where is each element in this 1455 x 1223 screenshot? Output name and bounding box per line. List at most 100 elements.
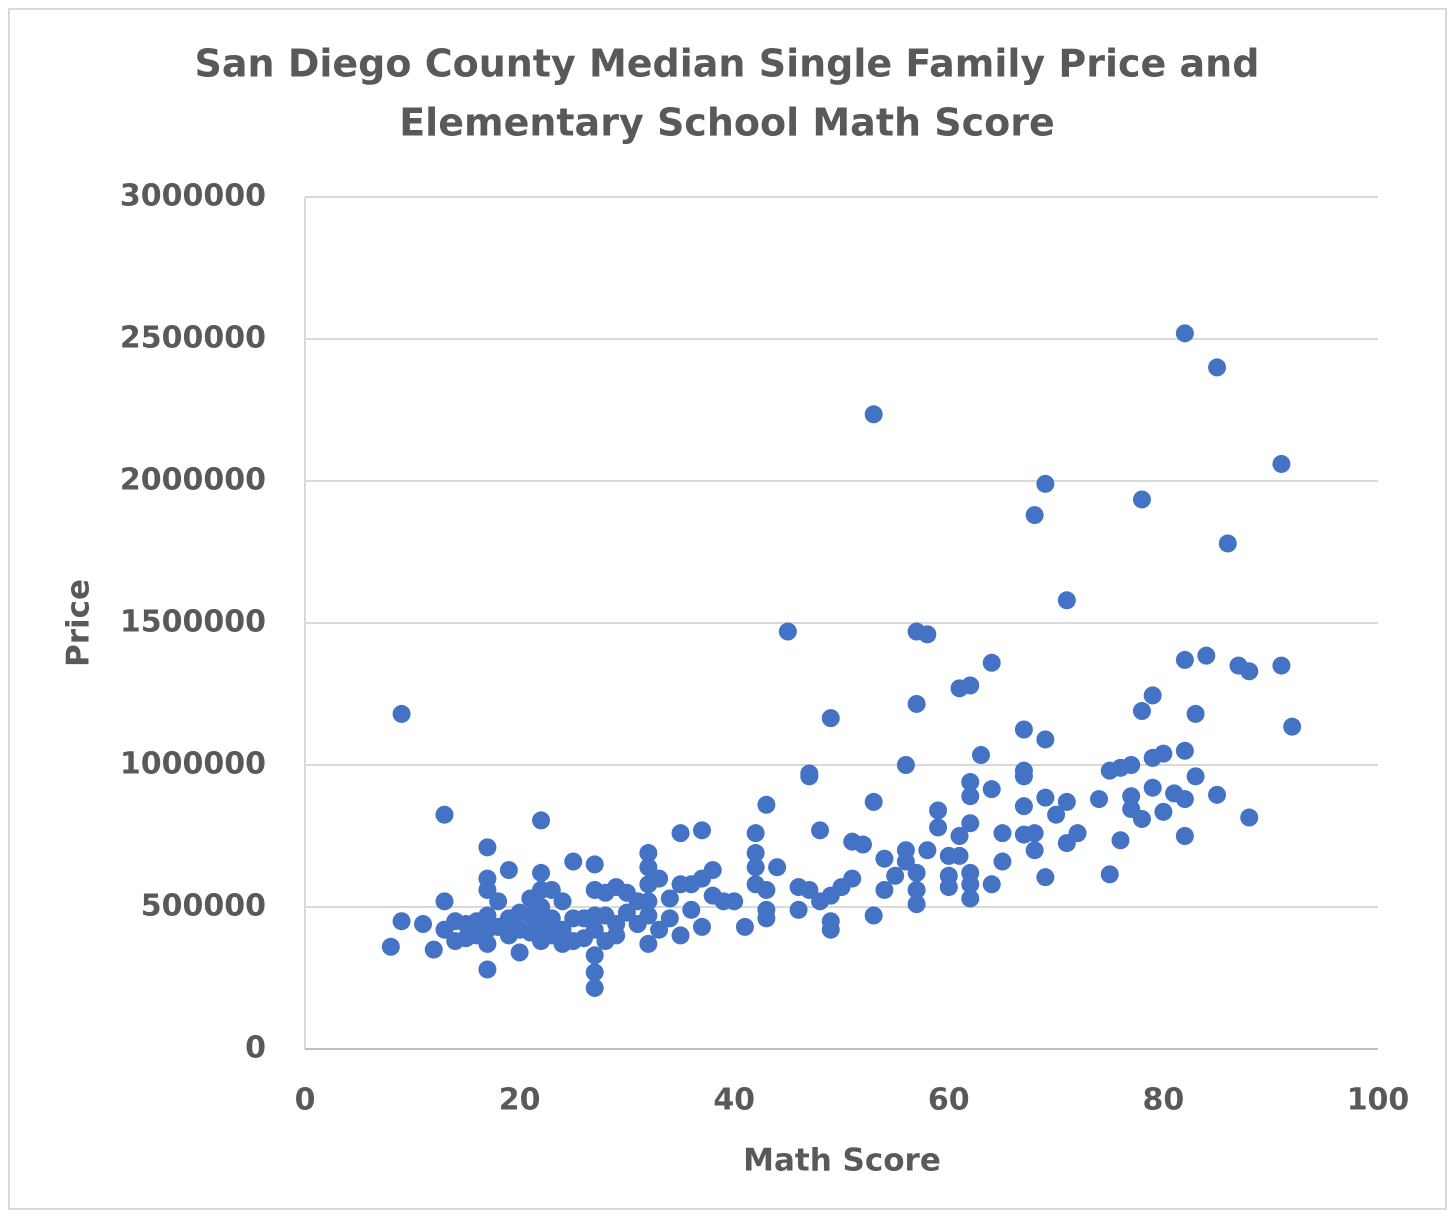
chart-border — [8, 8, 1447, 1210]
scatter-point — [1175, 741, 1194, 760]
scatter-point — [596, 932, 615, 951]
scatter-point — [585, 855, 604, 874]
scatter-point — [693, 821, 712, 840]
scatter-point — [1014, 797, 1033, 816]
scatter-point — [446, 932, 465, 951]
scatter-point — [993, 824, 1012, 843]
scatter-point — [435, 892, 454, 911]
scatter-point — [746, 858, 765, 877]
scatter-point — [564, 852, 583, 871]
scatter-point — [1025, 506, 1044, 525]
scatter-point — [585, 963, 604, 982]
scatter-point — [693, 917, 712, 936]
scatter-point — [746, 824, 765, 843]
scatter-point — [671, 824, 690, 843]
x-tick-label: 0 — [295, 1083, 316, 1118]
scatter-point — [864, 405, 883, 424]
scatter-point — [1014, 720, 1033, 739]
scatter-point — [639, 875, 658, 894]
scatter-point — [735, 917, 754, 936]
scatter-point — [478, 880, 497, 899]
scatter-point — [993, 852, 1012, 871]
scatter-point — [929, 801, 948, 820]
scatter-point — [982, 780, 1001, 799]
scatter-point — [778, 622, 797, 641]
scatter-point — [424, 940, 443, 959]
scatter-point — [811, 892, 830, 911]
scatter-point — [961, 773, 980, 792]
scatter-point — [971, 746, 990, 765]
scatter-point — [532, 811, 551, 830]
y-tick-label: 2500000 — [120, 321, 266, 356]
scatter-point — [478, 838, 497, 857]
scatter-point — [907, 863, 926, 882]
scatter-point — [800, 767, 819, 786]
scatter-point — [435, 920, 454, 939]
scatter-point — [392, 912, 411, 931]
x-tick-label: 20 — [499, 1083, 541, 1118]
scatter-point — [1025, 841, 1044, 860]
scatter-point — [1218, 534, 1237, 553]
scatter-point — [1208, 358, 1227, 377]
scatter-point — [896, 756, 915, 774]
scatter-point — [843, 832, 862, 851]
scatter-point — [1100, 761, 1119, 780]
chart-subtitle: Elementary School Math Score — [399, 101, 1055, 145]
scatter-point — [671, 926, 690, 945]
scatter-point — [918, 625, 937, 644]
scatter-point — [1154, 802, 1173, 821]
scatter-point — [811, 821, 830, 840]
x-tick-label: 40 — [713, 1083, 755, 1118]
scatter-point — [907, 880, 926, 899]
scatter-point — [746, 844, 765, 863]
y-tick-label: 1000000 — [120, 747, 266, 782]
scatter-point — [499, 861, 518, 880]
scatter-point — [1272, 454, 1291, 473]
scatter-point — [907, 694, 926, 713]
scatter-point — [907, 895, 926, 914]
scatter-point — [1143, 686, 1162, 705]
scatter-point — [392, 704, 411, 723]
scatter-point — [1175, 790, 1194, 809]
scatter-point — [896, 852, 915, 871]
scatter-point — [1186, 767, 1205, 786]
scatter-point — [1175, 827, 1194, 845]
scatter-point — [1014, 825, 1033, 844]
scatter-point — [875, 849, 894, 868]
scatter-point — [1122, 787, 1141, 806]
scatter-point — [414, 915, 433, 934]
scatter-point — [886, 866, 905, 885]
scatter-point — [1036, 788, 1055, 807]
scatter-point — [1197, 646, 1216, 665]
scatter-point — [1036, 868, 1055, 887]
chart-title: San Diego County Median Single Family Pr… — [195, 42, 1260, 86]
scatter-point — [510, 943, 529, 962]
scatter-point — [585, 880, 604, 899]
scatter-point — [478, 960, 497, 979]
scatter-point — [757, 795, 776, 814]
scatter-point — [553, 892, 572, 911]
scatter-point — [757, 909, 776, 928]
scatter-point — [703, 886, 722, 905]
scatter-point — [1175, 324, 1194, 343]
scatter-point — [521, 889, 540, 908]
scatter-point — [1100, 865, 1119, 884]
scatter-point — [961, 814, 980, 833]
scatter-point — [489, 892, 508, 911]
scatter-point — [789, 900, 808, 919]
scatter-point — [939, 846, 958, 865]
scatter-point — [1186, 704, 1205, 723]
y-tick-label: 500000 — [141, 889, 266, 924]
scatter-point — [639, 844, 658, 863]
scatter-point — [1132, 702, 1151, 721]
scatter-point — [1111, 831, 1130, 850]
scatter-point — [875, 880, 894, 899]
scatter-point — [961, 787, 980, 806]
scatter-point — [1122, 800, 1141, 819]
scatter-point — [961, 889, 980, 908]
x-tick-label: 80 — [1143, 1083, 1185, 1118]
scatter-point — [671, 875, 690, 894]
scatter-point — [1143, 748, 1162, 767]
scatter-point — [1036, 730, 1055, 749]
